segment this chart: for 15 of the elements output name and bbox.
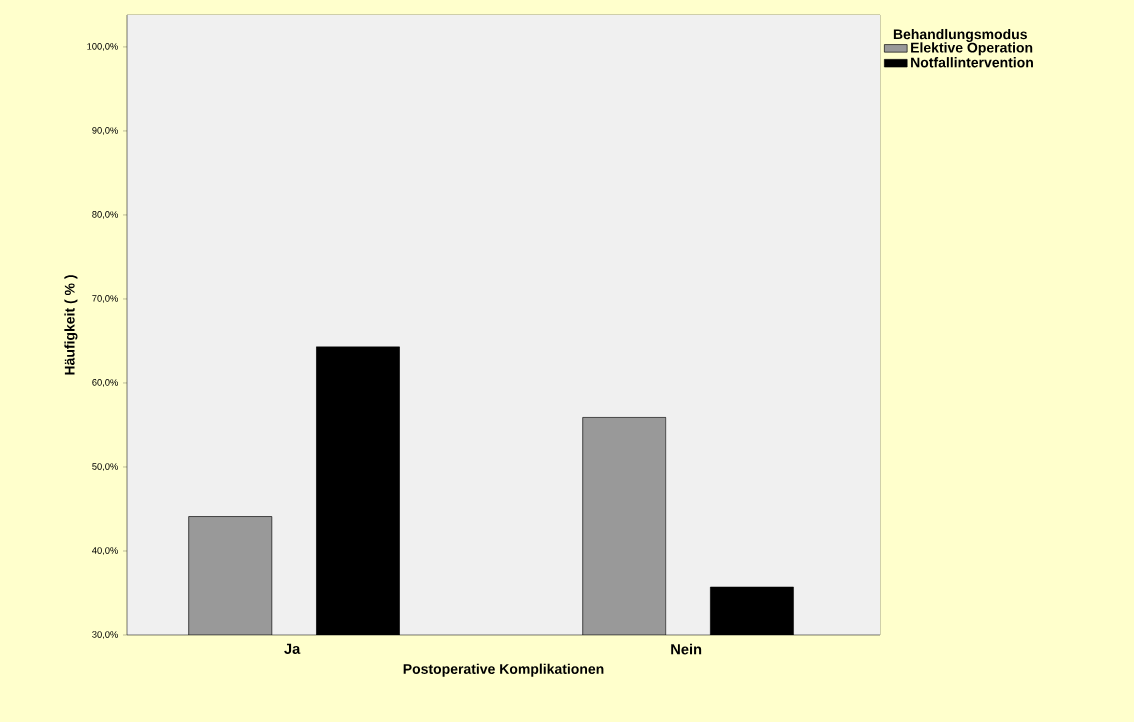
y-tick-label: 100,0% [87, 43, 118, 51]
legend-label: Elektive Operation [911, 42, 1033, 56]
y-tick-label: 50,0% [92, 463, 118, 471]
y-tick-label: 40,0% [92, 547, 118, 555]
legend-title: Behandlungsmodus [893, 28, 1027, 43]
y-axis-title: Häufigkeit ( % ) [64, 275, 78, 375]
y-tick-label: 70,0% [92, 295, 118, 303]
y-tick-label: 60,0% [92, 379, 118, 387]
x-axis-title: Postoperative Komplikationen [403, 663, 604, 677]
x-tick-label: Ja [284, 643, 301, 654]
x-tick-label: Nein [671, 643, 702, 655]
legend-label: Notfallintervention [911, 57, 1033, 68]
y-tick-label: 80,0% [92, 211, 118, 219]
y-tick-label: 90,0% [92, 127, 118, 135]
y-tick-label: 30,0% [92, 631, 118, 639]
